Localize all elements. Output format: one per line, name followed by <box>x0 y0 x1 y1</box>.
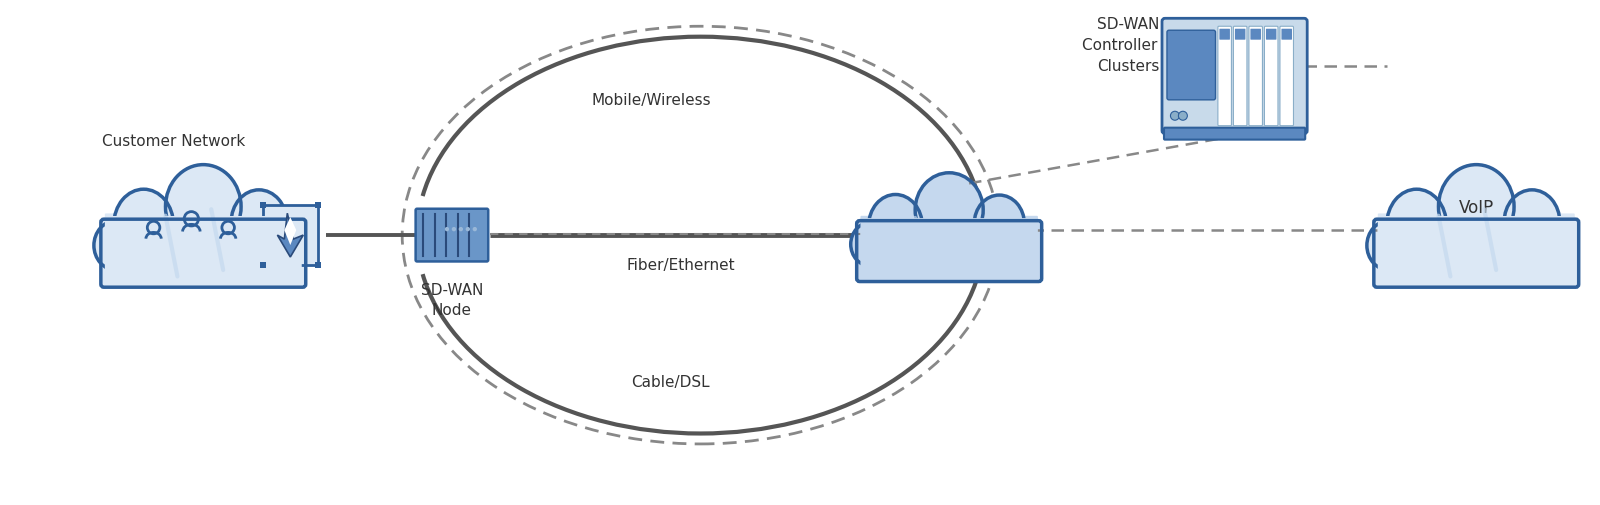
Ellipse shape <box>1387 190 1446 261</box>
FancyBboxPatch shape <box>861 216 1038 278</box>
FancyBboxPatch shape <box>1166 31 1216 100</box>
Circle shape <box>472 227 477 232</box>
FancyBboxPatch shape <box>262 206 318 266</box>
FancyBboxPatch shape <box>1251 30 1261 40</box>
FancyBboxPatch shape <box>1235 30 1245 40</box>
Circle shape <box>466 227 470 232</box>
FancyBboxPatch shape <box>1264 27 1278 126</box>
FancyBboxPatch shape <box>106 217 302 283</box>
Text: VoIP: VoIP <box>1459 199 1494 217</box>
FancyBboxPatch shape <box>858 220 1040 281</box>
Text: Internet: Internet <box>910 222 971 237</box>
FancyBboxPatch shape <box>416 210 488 262</box>
Ellipse shape <box>1438 165 1514 249</box>
FancyBboxPatch shape <box>1378 214 1574 283</box>
Text: Customer Network: Customer Network <box>102 133 245 148</box>
FancyBboxPatch shape <box>1282 30 1291 40</box>
Circle shape <box>1171 112 1179 121</box>
Ellipse shape <box>165 165 242 249</box>
Bar <box>315 203 320 209</box>
FancyBboxPatch shape <box>1163 128 1306 140</box>
Polygon shape <box>277 214 304 258</box>
Ellipse shape <box>1504 190 1560 255</box>
Ellipse shape <box>915 173 982 247</box>
Text: SaaS: SaaS <box>1461 255 1502 272</box>
FancyBboxPatch shape <box>1250 27 1262 126</box>
Bar <box>259 203 266 209</box>
Ellipse shape <box>974 195 1024 252</box>
Text: SD-WAN
Controller &
Clusters: SD-WAN Controller & Clusters <box>1082 17 1174 74</box>
FancyBboxPatch shape <box>1374 218 1578 287</box>
Ellipse shape <box>869 195 922 258</box>
FancyBboxPatch shape <box>1219 30 1230 40</box>
FancyBboxPatch shape <box>1162 19 1307 134</box>
Text: Cable/DSL: Cable/DSL <box>632 374 710 389</box>
Circle shape <box>451 227 456 232</box>
FancyBboxPatch shape <box>1378 217 1574 283</box>
Ellipse shape <box>1366 221 1411 271</box>
Circle shape <box>459 227 462 232</box>
Text: Apps: Apps <box>1446 227 1486 244</box>
Circle shape <box>445 227 450 232</box>
Ellipse shape <box>94 221 138 271</box>
FancyBboxPatch shape <box>861 219 1038 278</box>
FancyBboxPatch shape <box>1234 27 1246 126</box>
Bar <box>315 263 320 268</box>
Circle shape <box>1179 112 1187 121</box>
Bar <box>259 263 266 268</box>
Ellipse shape <box>114 190 173 261</box>
Text: Mobile/Wireless: Mobile/Wireless <box>590 92 710 108</box>
FancyBboxPatch shape <box>1266 30 1277 40</box>
Ellipse shape <box>230 190 286 255</box>
FancyBboxPatch shape <box>1218 27 1232 126</box>
Ellipse shape <box>851 223 890 267</box>
Text: SD-WAN
Node: SD-WAN Node <box>421 282 483 317</box>
FancyBboxPatch shape <box>106 214 302 283</box>
Polygon shape <box>285 218 296 245</box>
FancyBboxPatch shape <box>102 218 304 287</box>
FancyBboxPatch shape <box>1280 27 1293 126</box>
Text: Fiber/Ethernet: Fiber/Ethernet <box>626 258 734 272</box>
